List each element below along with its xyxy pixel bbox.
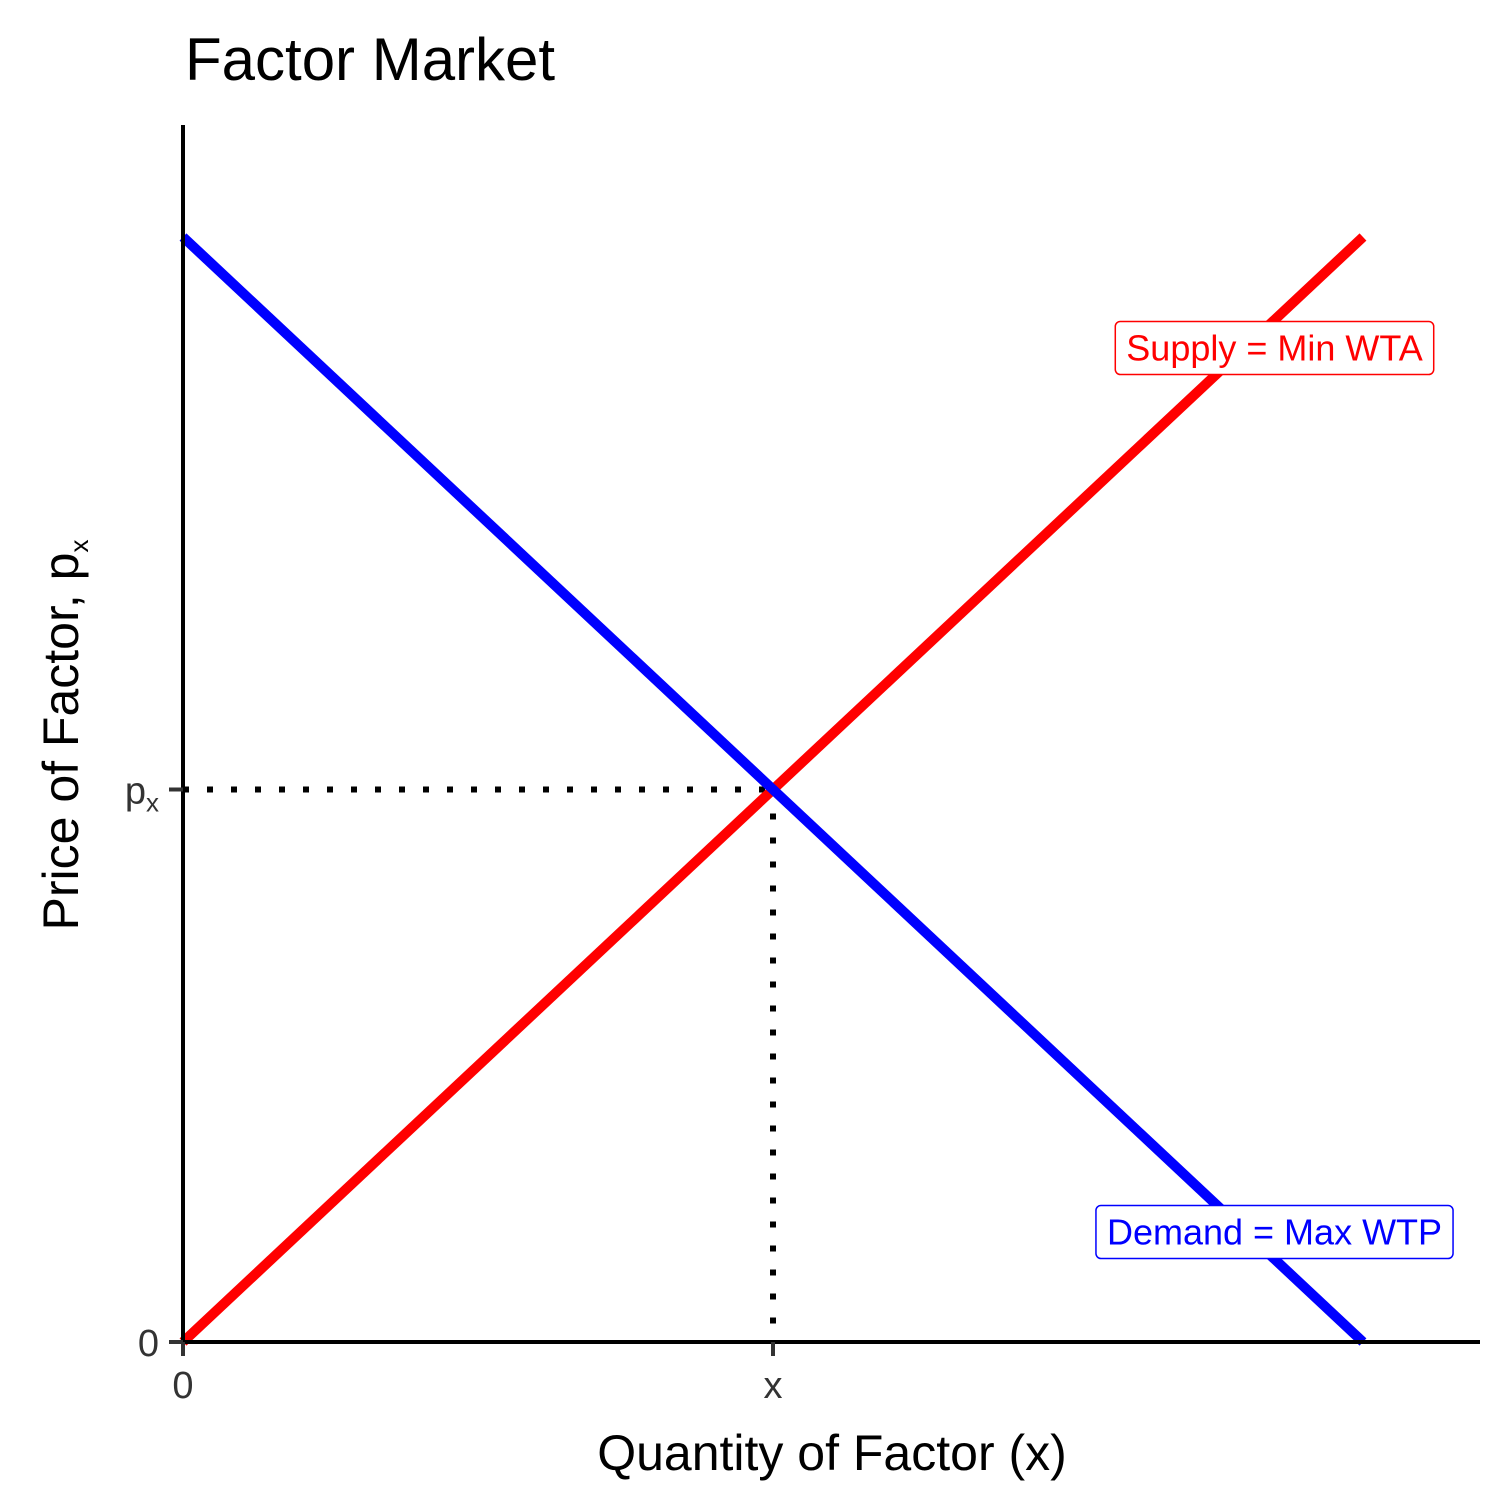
y-tick-label-subscript-1: x [146, 788, 159, 818]
y-tick-label-1: px [125, 771, 159, 818]
supply-label: Supply = Min WTA [1114, 320, 1435, 376]
x-axis-title: Quantity of Factor (x) [597, 1425, 1067, 1481]
supply-label-text: Supply = Min WTA [1126, 328, 1422, 369]
x-tick-label-0: 0 [172, 1365, 193, 1407]
demand-label-box [1095, 1204, 1454, 1260]
chart-title: Factor Market [185, 26, 555, 93]
y-tick-label-main-1: p [125, 771, 146, 813]
y-tick-label-0: 0 [138, 1323, 159, 1365]
x-tick-label-1: x [764, 1365, 783, 1407]
y-axis-title-main: Price of Factor, p [33, 553, 89, 931]
demand-label-text: Demand = Max WTP [1107, 1212, 1442, 1253]
y-axis-title: Price of Factor, px [33, 540, 94, 931]
y-tick-label-main-0: 0 [138, 1323, 159, 1365]
demand-label: Demand = Max WTP [1095, 1204, 1454, 1260]
y-axis-title-subscript: x [64, 540, 94, 553]
supply-label-box [1114, 320, 1435, 376]
demand-line [179, 233, 1367, 1346]
